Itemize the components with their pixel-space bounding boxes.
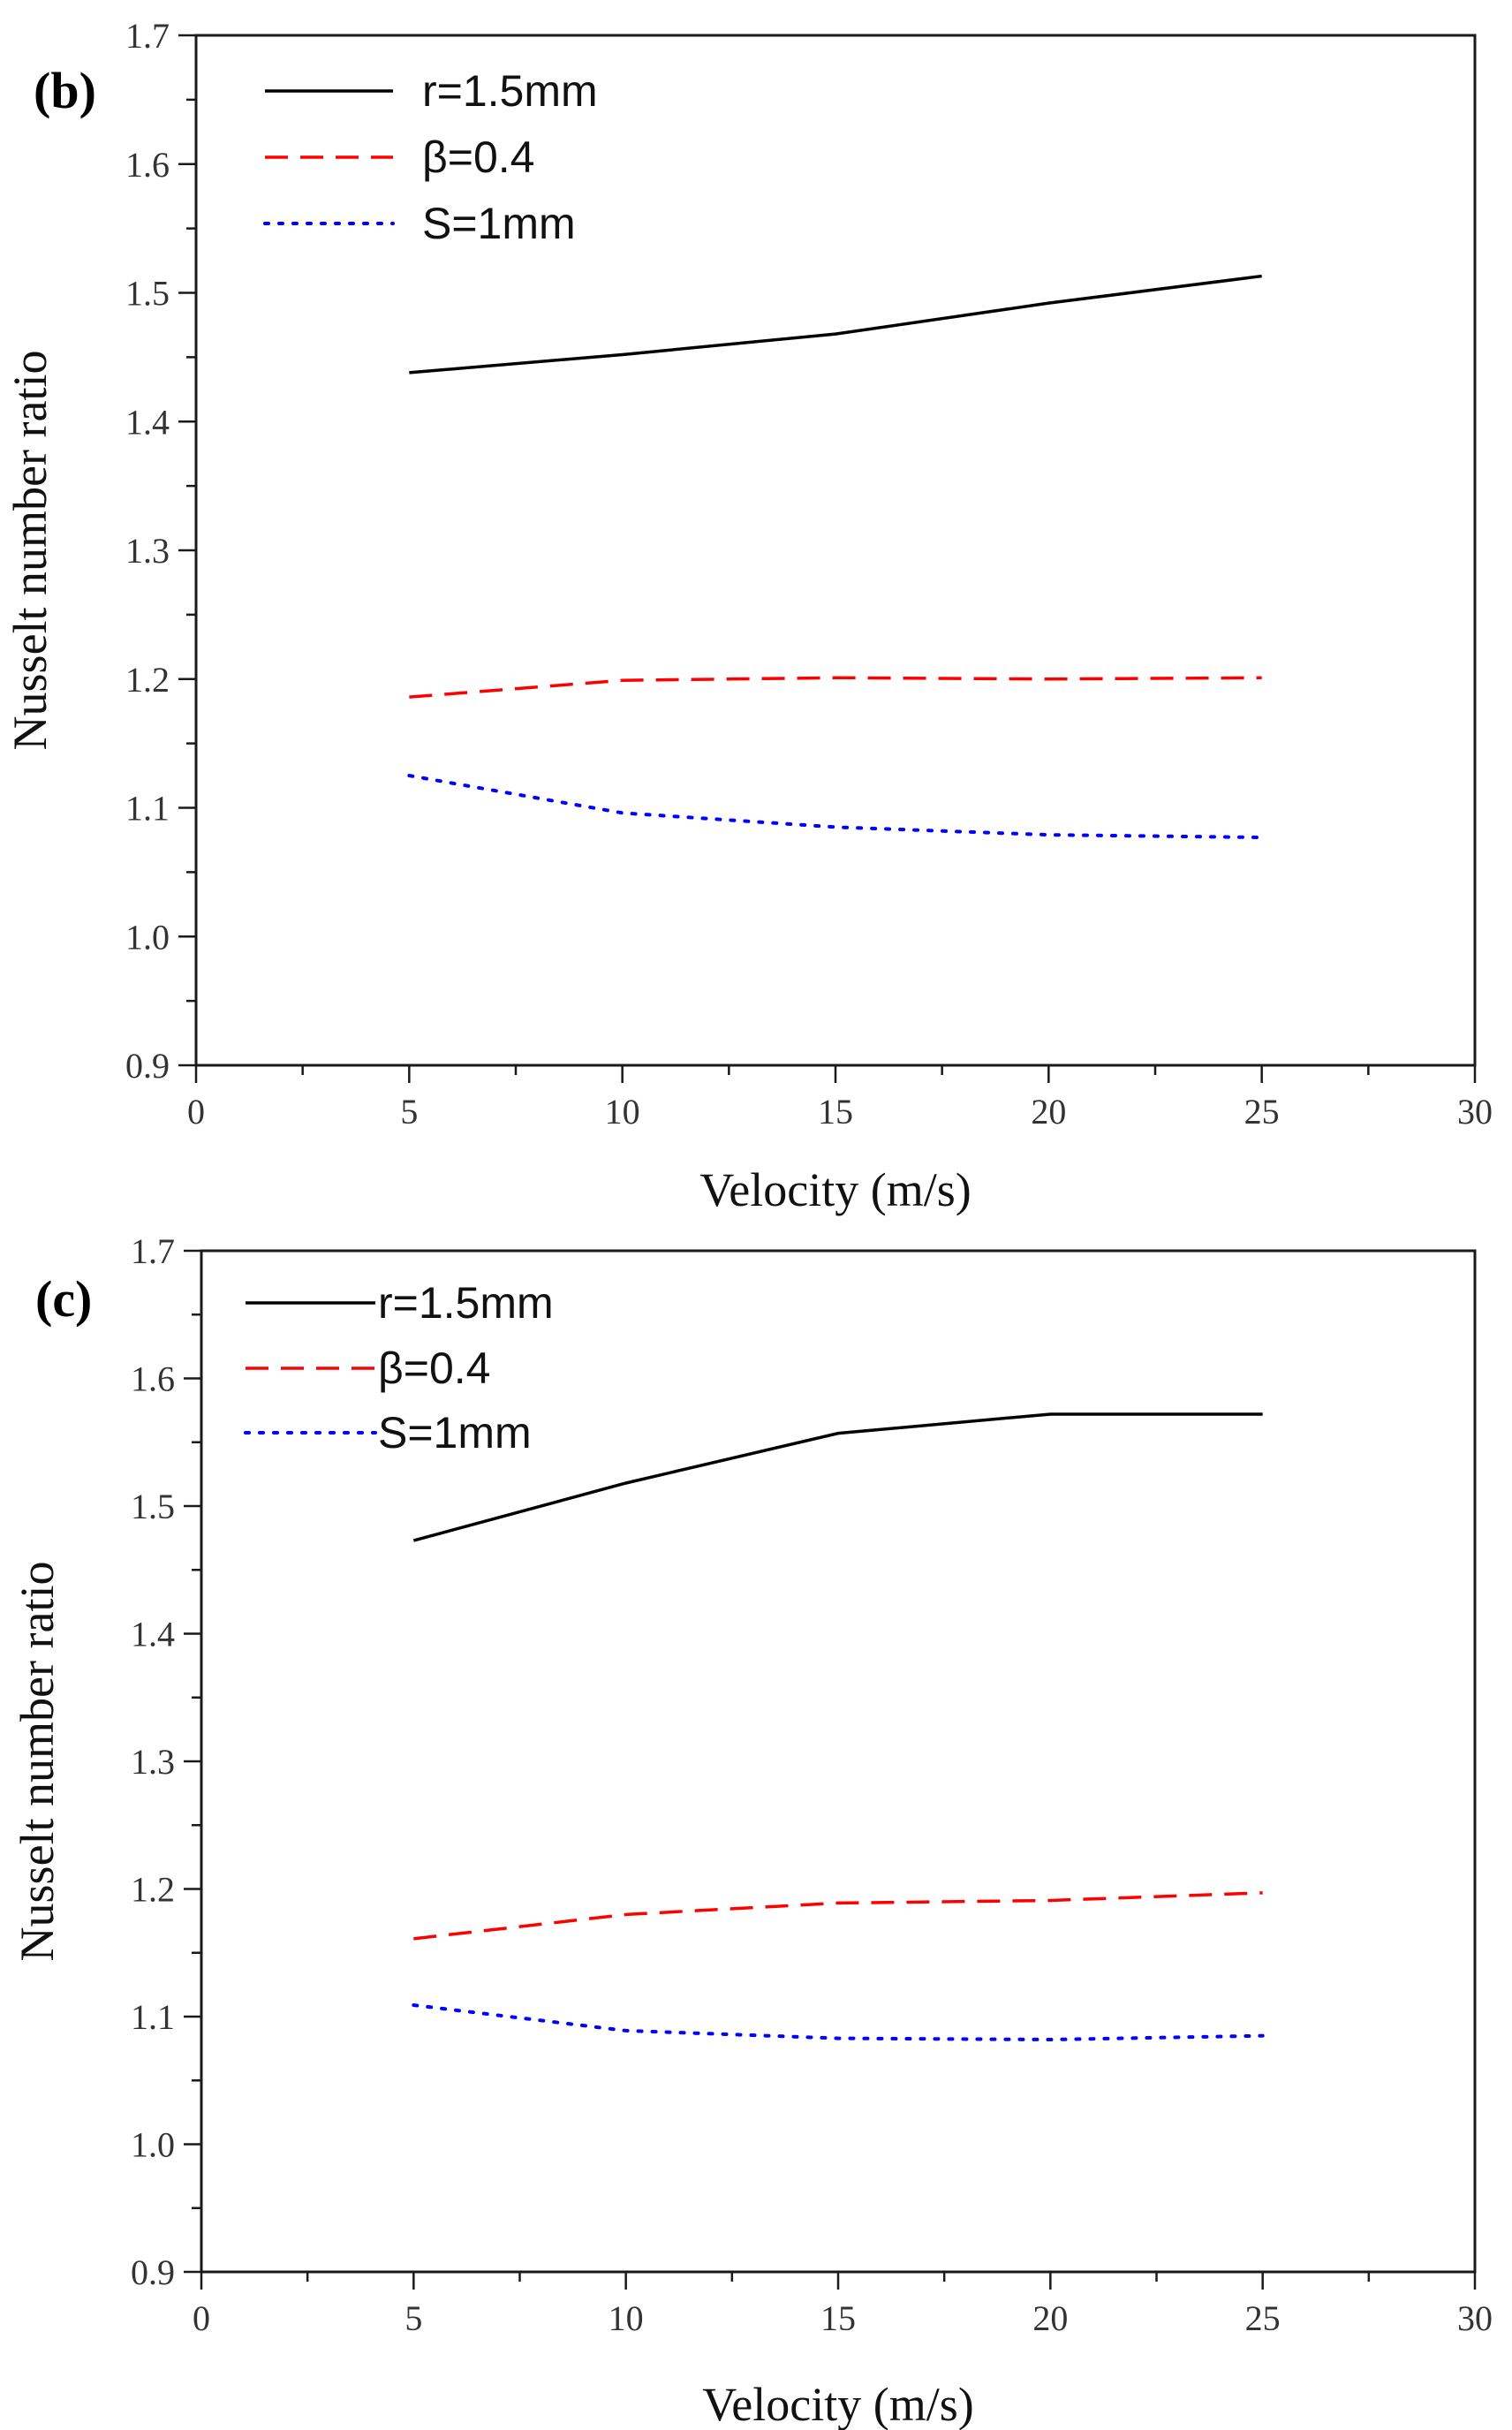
legend-label: r=1.5mm	[422, 66, 598, 116]
x-tick-label: 15	[818, 1092, 853, 1132]
legend-label: S=1mm	[378, 1408, 532, 1457]
y-tick-label: 1.5	[131, 1487, 175, 1526]
x-tick-label: 30	[1457, 1092, 1493, 1132]
y-tick-label: 1.1	[125, 789, 170, 829]
y-axis-title: Nusselt number ratio	[4, 351, 57, 751]
series-line-3	[412, 2002, 1265, 2042]
plot-frame	[200, 1249, 1477, 2274]
y-tick-label: 1.3	[125, 531, 170, 571]
panel-label: (c)	[35, 1270, 92, 1328]
x-tick-label: 0	[187, 1092, 205, 1132]
y-tick-label: 1.6	[131, 1359, 175, 1399]
y-tick-label: 1.6	[125, 145, 170, 185]
y-tick-label: 1.0	[125, 917, 170, 957]
x-tick-label: 20	[1031, 1092, 1066, 1132]
legend-label: β=0.4	[422, 132, 534, 182]
plot-frame	[194, 34, 1477, 1067]
legend-label: β=0.4	[378, 1344, 490, 1393]
y-tick-label: 0.9	[131, 2252, 175, 2292]
legend-label: r=1.5mm	[378, 1278, 554, 1328]
series-line-2	[409, 676, 1262, 699]
y-tick-label: 1.7	[131, 1231, 175, 1271]
series-line-3	[407, 774, 1264, 840]
panel-label: (b)	[34, 62, 96, 119]
y-tick-label: 1.2	[131, 1870, 175, 1910]
y-tick-label: 0.9	[125, 1046, 170, 1086]
y-tick-label: 1.3	[131, 1742, 175, 1782]
y-tick-label: 1.5	[125, 274, 170, 314]
y-tick-label: 1.4	[125, 402, 170, 442]
x-tick-label: 25	[1245, 2298, 1281, 2338]
y-tick-label: 1.4	[131, 1615, 175, 1654]
x-tick-label: 10	[605, 1092, 640, 1132]
x-axis-title: Velocity (m/s)	[702, 2378, 973, 2430]
x-axis-title: Velocity (m/s)	[699, 1163, 971, 1216]
x-tick-label: 30	[1457, 2298, 1493, 2338]
y-tick-label: 1.0	[131, 2125, 175, 2165]
y-tick-label: 1.7	[125, 16, 170, 56]
x-tick-label: 5	[400, 1092, 418, 1132]
y-tick-label: 1.1	[131, 1997, 175, 2037]
legend-label: S=1mm	[422, 199, 576, 248]
panel-b-chart: 0 5 10 15 20 25 30 0.9 1.0 1.1 1.2 1.3 1.4 1.5 1.6 1.7 V…	[4, 16, 1493, 1216]
series-line-1	[412, 1412, 1263, 1542]
x-tick-label: 15	[820, 2298, 856, 2338]
x-tick-label: 25	[1244, 1092, 1280, 1132]
x-tick-label: 20	[1032, 2298, 1068, 2338]
x-tick-label: 5	[404, 2298, 422, 2338]
x-tick-label: 10	[609, 2298, 644, 2338]
panel-c-chart: 0 5 10 15 20 25 30 0.9 1.0 1.1 1.2 1.3 1.4 1.5 1.6 1.7 V…	[11, 1231, 1493, 2430]
x-tick-label: 0	[193, 2298, 210, 2338]
series-line-1	[409, 274, 1262, 375]
y-axis-title: Nusselt number ratio	[11, 1562, 64, 1962]
series-line-2	[413, 1891, 1263, 1941]
y-tick-label: 1.2	[125, 660, 170, 700]
